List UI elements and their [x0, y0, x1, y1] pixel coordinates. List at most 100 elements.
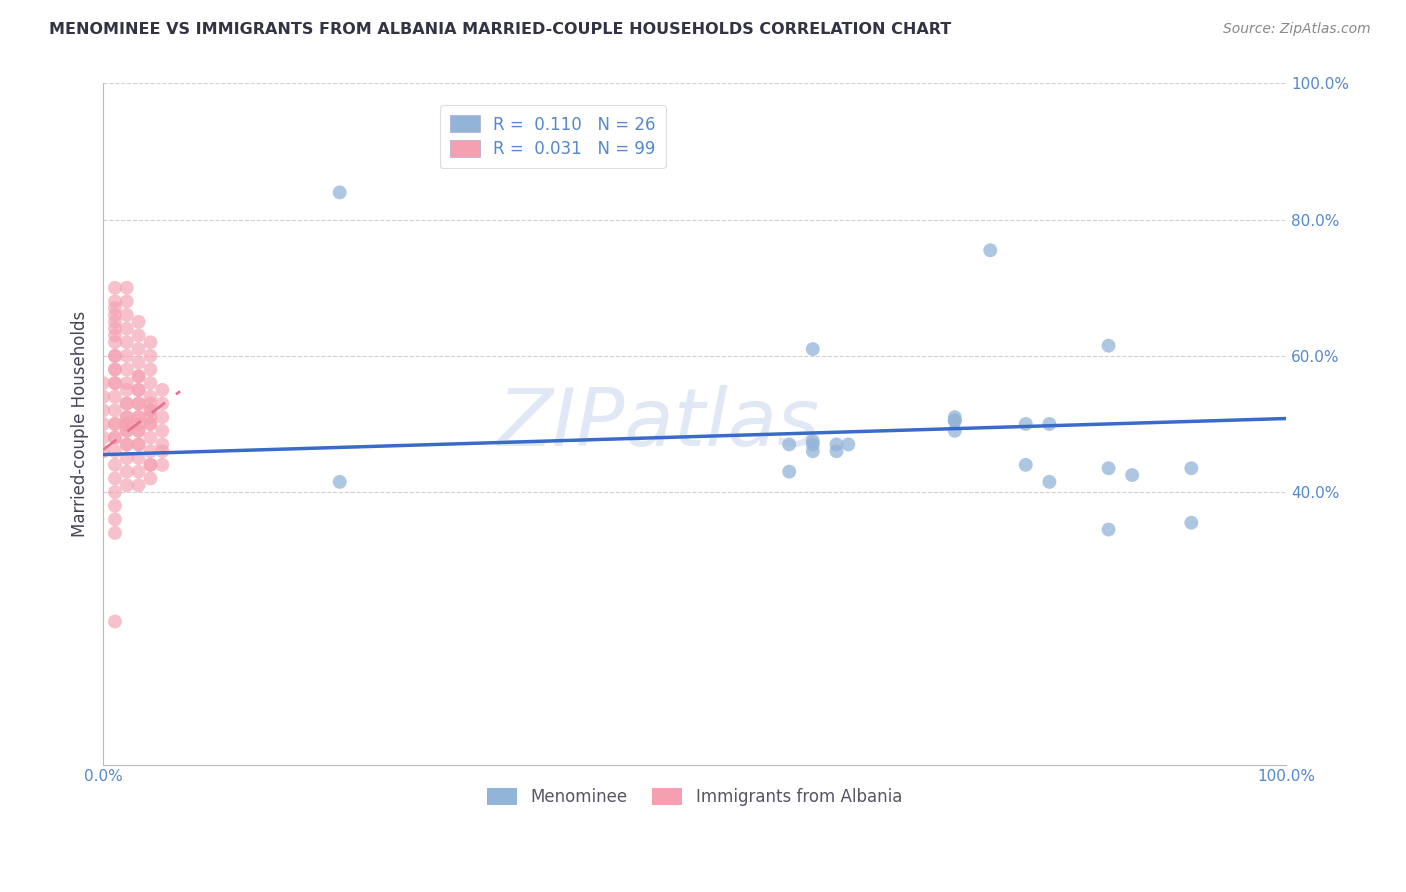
Point — [104, 431, 127, 445]
Point — [801, 342, 824, 356]
Point — [115, 396, 138, 410]
Point — [104, 512, 127, 526]
Point — [1097, 523, 1119, 537]
Point — [104, 525, 127, 540]
Point — [91, 417, 114, 431]
Point — [104, 321, 127, 335]
Point — [1097, 339, 1119, 353]
Point — [104, 417, 127, 431]
Point — [115, 321, 138, 335]
Point — [1038, 417, 1060, 431]
Point — [104, 376, 127, 390]
Point — [104, 444, 127, 458]
Point — [139, 444, 162, 458]
Point — [115, 410, 138, 425]
Point — [943, 413, 966, 427]
Point — [128, 328, 150, 343]
Point — [91, 390, 114, 404]
Point — [104, 362, 127, 376]
Point — [1180, 461, 1202, 475]
Point — [329, 475, 352, 489]
Point — [128, 437, 150, 451]
Point — [139, 403, 162, 417]
Point — [115, 349, 138, 363]
Point — [1015, 417, 1038, 431]
Point — [128, 437, 150, 451]
Point — [115, 465, 138, 479]
Point — [115, 362, 138, 376]
Point — [104, 471, 127, 485]
Point — [91, 444, 114, 458]
Point — [943, 413, 966, 427]
Point — [128, 342, 150, 356]
Point — [115, 294, 138, 309]
Point — [104, 431, 127, 445]
Point — [91, 376, 114, 390]
Point — [150, 444, 173, 458]
Point — [115, 424, 138, 438]
Point — [150, 458, 173, 472]
Point — [139, 349, 162, 363]
Point — [104, 301, 127, 316]
Point — [128, 417, 150, 431]
Point — [150, 383, 173, 397]
Point — [104, 315, 127, 329]
Point — [104, 335, 127, 350]
Point — [115, 308, 138, 322]
Point — [128, 383, 150, 397]
Point — [91, 431, 114, 445]
Point — [104, 615, 127, 629]
Point — [128, 383, 150, 397]
Point — [104, 281, 127, 295]
Point — [115, 437, 138, 451]
Text: MENOMINEE VS IMMIGRANTS FROM ALBANIA MARRIED-COUPLE HOUSEHOLDS CORRELATION CHART: MENOMINEE VS IMMIGRANTS FROM ALBANIA MAR… — [49, 22, 952, 37]
Point — [128, 410, 150, 425]
Point — [104, 458, 127, 472]
Point — [115, 281, 138, 295]
Point — [801, 437, 824, 451]
Point — [1097, 461, 1119, 475]
Point — [128, 410, 150, 425]
Point — [139, 431, 162, 445]
Point — [139, 335, 162, 350]
Point — [104, 349, 127, 363]
Point — [139, 471, 162, 485]
Point — [139, 362, 162, 376]
Point — [837, 437, 859, 451]
Point — [139, 376, 162, 390]
Point — [1180, 516, 1202, 530]
Point — [1015, 458, 1038, 472]
Point — [115, 478, 138, 492]
Point — [128, 450, 150, 465]
Point — [139, 410, 162, 425]
Point — [150, 437, 173, 451]
Point — [128, 424, 150, 438]
Point — [139, 403, 162, 417]
Point — [128, 369, 150, 384]
Point — [104, 403, 127, 417]
Point — [104, 499, 127, 513]
Point — [115, 450, 138, 465]
Point — [150, 424, 173, 438]
Point — [104, 308, 127, 322]
Text: ZIPatlas: ZIPatlas — [498, 385, 820, 463]
Point — [778, 437, 800, 451]
Y-axis label: Married-couple Households: Married-couple Households — [72, 310, 89, 537]
Point — [128, 356, 150, 370]
Point — [139, 390, 162, 404]
Point — [115, 383, 138, 397]
Point — [139, 417, 162, 431]
Point — [128, 369, 150, 384]
Point — [115, 417, 138, 431]
Point — [139, 458, 162, 472]
Point — [91, 403, 114, 417]
Point — [1038, 475, 1060, 489]
Point — [104, 390, 127, 404]
Point — [150, 410, 173, 425]
Point — [1121, 468, 1143, 483]
Point — [778, 465, 800, 479]
Point — [128, 424, 150, 438]
Point — [115, 396, 138, 410]
Point — [115, 376, 138, 390]
Legend: Menominee, Immigrants from Albania: Menominee, Immigrants from Albania — [478, 780, 911, 814]
